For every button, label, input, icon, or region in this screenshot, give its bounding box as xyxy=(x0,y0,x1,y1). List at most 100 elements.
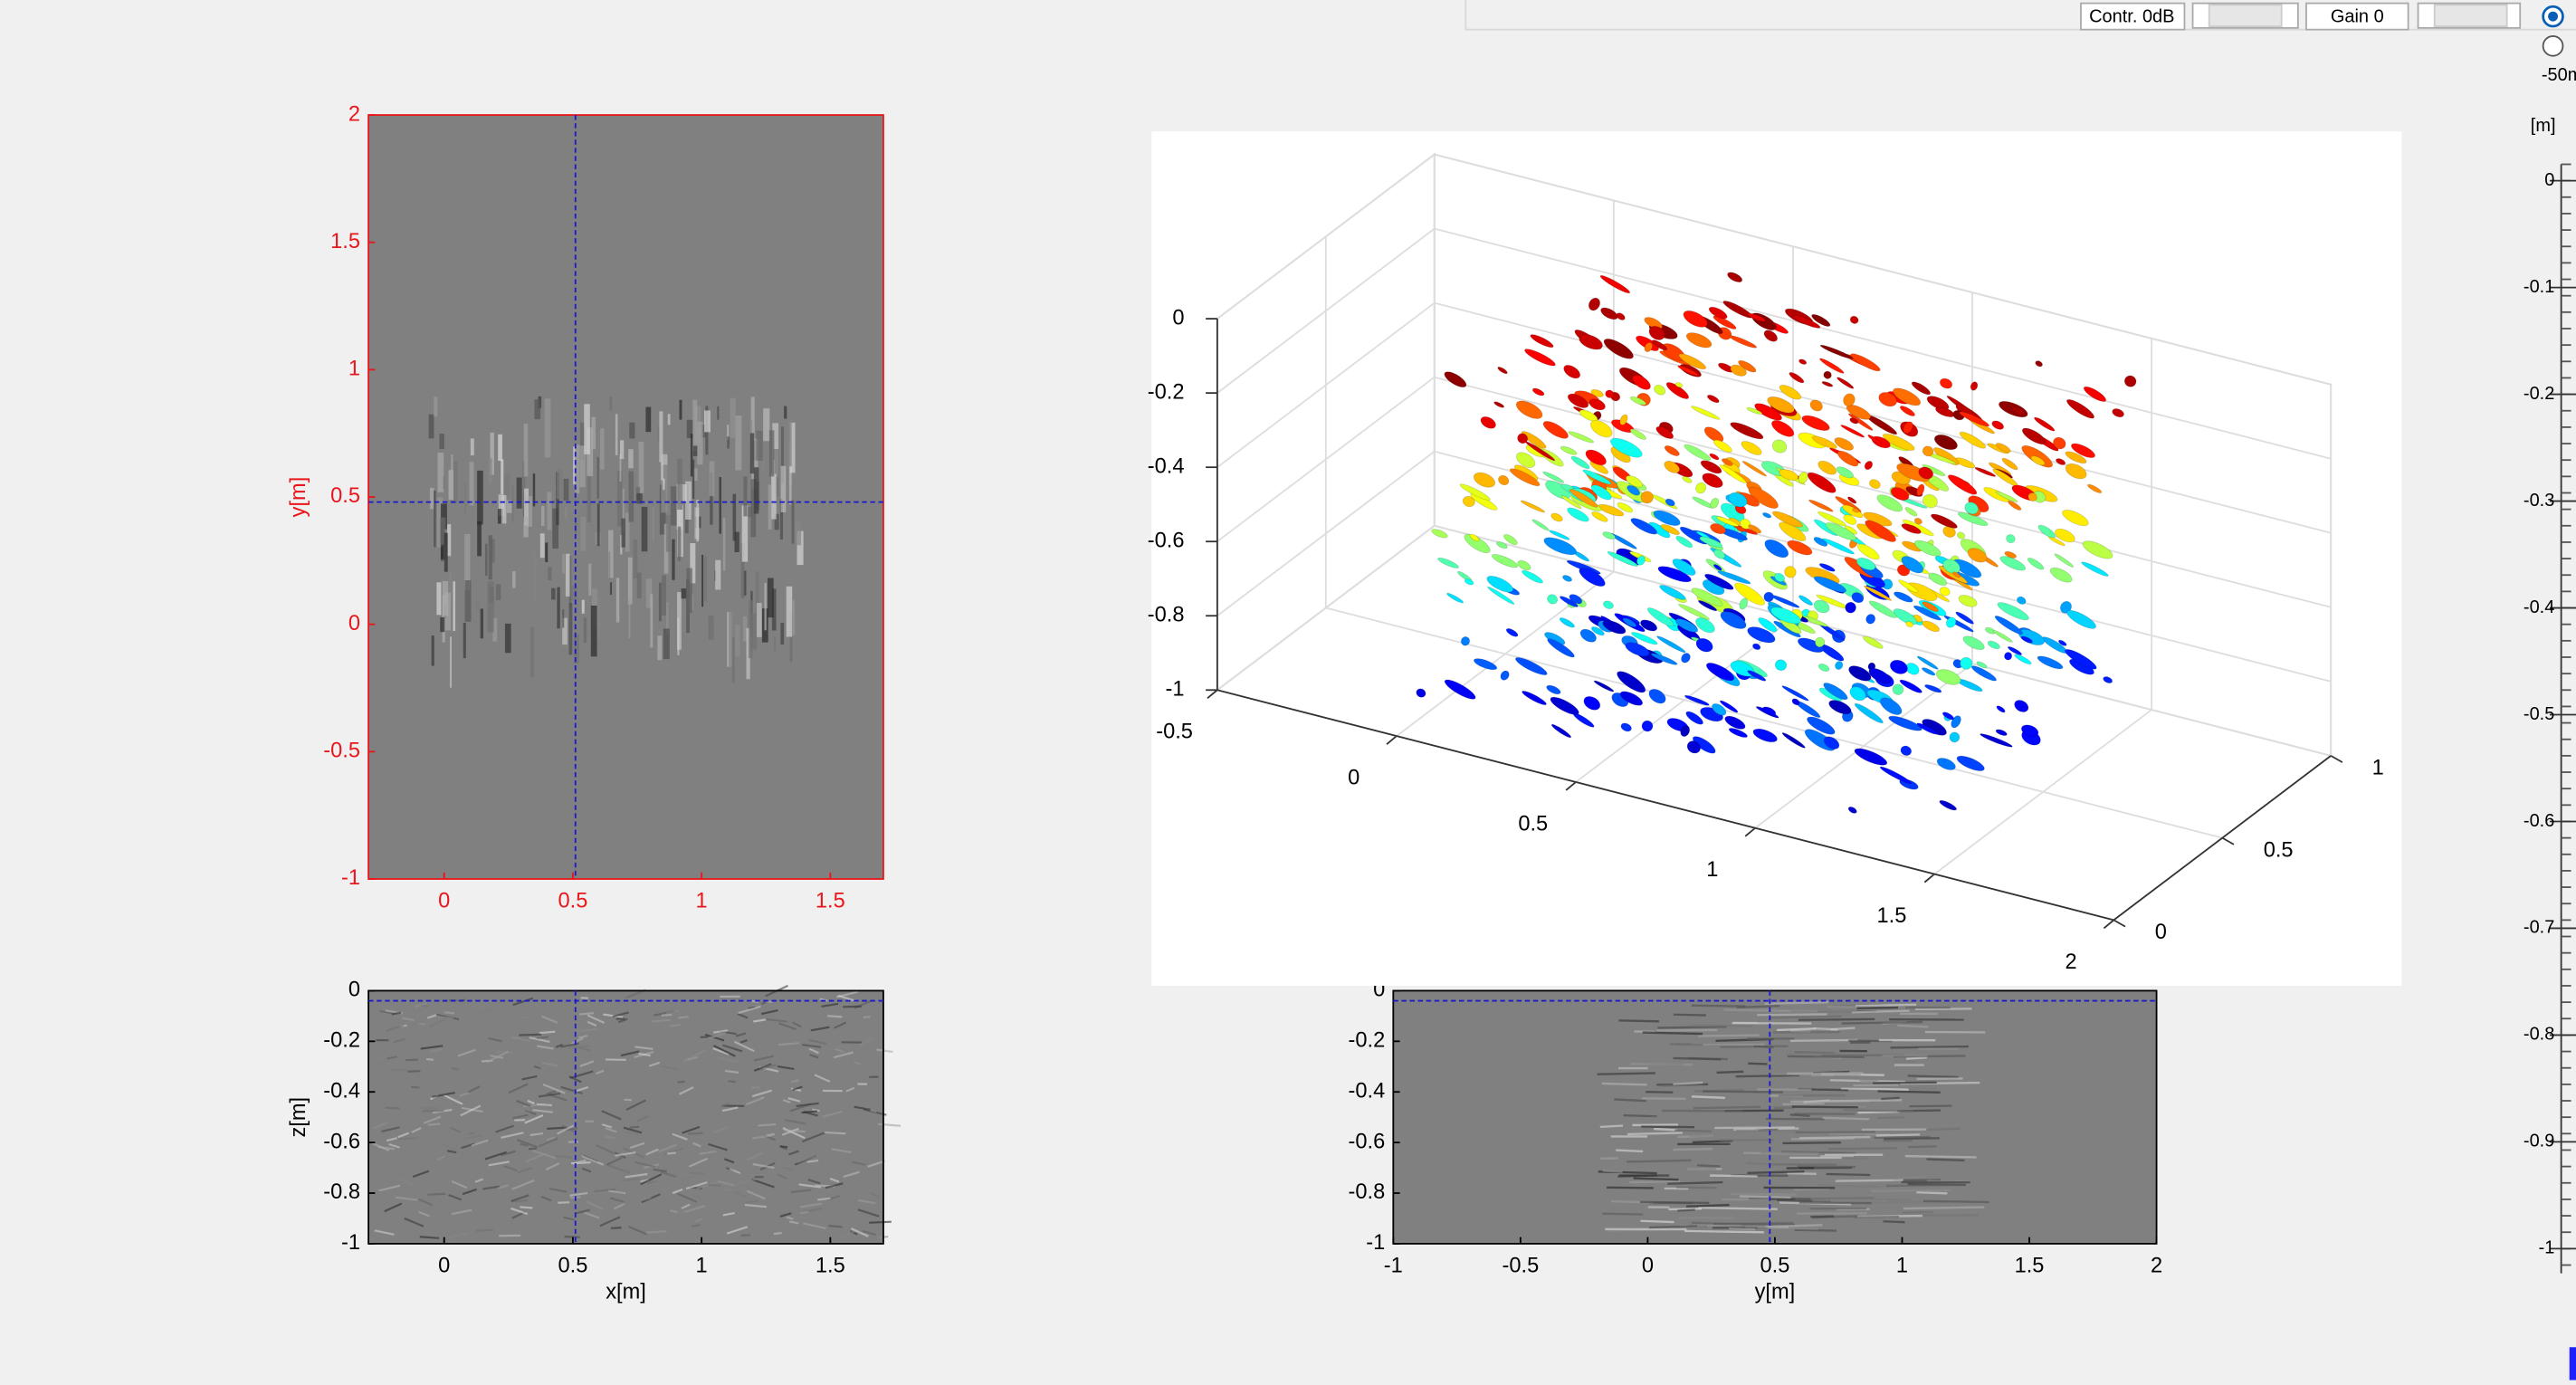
texture-stroke xyxy=(471,1139,489,1147)
isosurface-blob xyxy=(1997,602,2029,621)
isosurface-blob xyxy=(1779,521,1807,542)
isosurface-blob xyxy=(1995,443,2011,454)
texture-stroke xyxy=(713,1126,728,1134)
isosurface-blob xyxy=(1854,702,1884,724)
isosurface-blob xyxy=(1896,463,1931,482)
isosurface-blob xyxy=(2047,536,2066,547)
y-tick-label: -0.4 xyxy=(1349,1079,1386,1103)
grid-line xyxy=(1325,607,2223,839)
isosurface-blob xyxy=(1771,511,1804,528)
texture-stroke xyxy=(807,1179,821,1185)
isosurface-blob xyxy=(1935,669,1961,685)
radio-label: -50m xyxy=(2542,65,2576,85)
isosurface-blob xyxy=(1672,559,1696,576)
isosurface-blob xyxy=(1784,566,1797,578)
depth-tick-label: -0.7 xyxy=(2524,918,2554,938)
texture-stroke xyxy=(488,1036,502,1043)
texture-stroke xyxy=(482,1185,501,1190)
texture-stroke xyxy=(429,1048,443,1053)
texture-stroke xyxy=(669,1023,682,1027)
x-tick-label: 0 xyxy=(438,890,450,913)
isosurface-blob xyxy=(1865,520,1897,543)
isosurface-blob xyxy=(2053,436,2066,450)
isosurface-blob xyxy=(1995,491,2018,503)
texture-stroke xyxy=(850,1227,869,1237)
z-tick-label: -0.6 xyxy=(1148,529,1185,552)
texture-stroke xyxy=(752,1162,775,1170)
x-tick-label: -0.5 xyxy=(1502,1255,1539,1278)
texture-stroke xyxy=(1843,1109,1914,1113)
texture-stroke xyxy=(692,1193,701,1199)
texture-stroke xyxy=(1921,1127,1961,1132)
texture-stroke xyxy=(681,1172,702,1183)
texture-stroke xyxy=(377,1145,395,1151)
texture-stroke xyxy=(814,1074,831,1083)
texture-stroke xyxy=(638,1052,651,1057)
texture-stroke xyxy=(542,1083,566,1094)
contrast-button[interactable] xyxy=(2080,2,2186,31)
isosurface-blob xyxy=(1774,659,1788,672)
texture-stroke xyxy=(808,1053,819,1059)
x-axis-line xyxy=(1216,689,2114,922)
isosurface-blob xyxy=(1939,587,1951,597)
isosurface-blob xyxy=(1762,511,1772,519)
isosurface-blob xyxy=(1746,406,1763,415)
isosurface-blob xyxy=(1531,387,1545,396)
texture-stroke xyxy=(624,1131,639,1135)
isosurface-blob xyxy=(1898,579,1919,594)
texture-stroke xyxy=(854,1105,871,1111)
texture-stroke xyxy=(457,1048,476,1057)
texture-stroke xyxy=(677,1080,685,1084)
texture-stroke xyxy=(614,1001,632,1006)
texture-stroke xyxy=(733,1040,755,1053)
isosurface-blob xyxy=(1464,533,1491,554)
isosurface-blob xyxy=(1936,758,1956,770)
isosurface-blob xyxy=(1798,358,1808,365)
isosurface-blob xyxy=(2086,483,2103,494)
isosurface-blob xyxy=(1560,495,1582,510)
texture-stroke xyxy=(412,1170,430,1179)
gain-button[interactable] xyxy=(2305,2,2409,31)
radio[interactable] xyxy=(2542,35,2564,57)
texture-stroke xyxy=(1798,1201,1872,1205)
isosurface-blob xyxy=(1959,431,1987,449)
texture-stroke xyxy=(517,1166,533,1174)
isosurface-blob xyxy=(1569,594,1583,605)
texture-stroke xyxy=(436,1155,446,1161)
isosurface-blob xyxy=(1702,473,1723,489)
texture-stroke xyxy=(726,1226,749,1235)
texture-stroke xyxy=(867,1160,886,1168)
texture-stroke xyxy=(1676,1186,1717,1189)
texture-stroke xyxy=(837,994,857,1003)
texture-stroke xyxy=(738,995,751,1000)
isosurface-blob xyxy=(1709,453,1720,461)
texture-stroke xyxy=(817,1197,831,1201)
texture-stroke xyxy=(1753,1045,1774,1049)
texture-stroke xyxy=(699,1150,717,1155)
texture-stroke xyxy=(574,1085,589,1093)
isosurface-blob xyxy=(1811,313,1831,327)
isosurface-blob xyxy=(1503,533,1518,546)
depth-tick-label: 0 xyxy=(2544,170,2554,190)
texture-stroke xyxy=(1713,1222,1795,1226)
radio-dot xyxy=(2548,11,2559,22)
isosurface-blob xyxy=(1617,501,1634,513)
texture-stroke xyxy=(833,1051,854,1059)
isosurface-blob xyxy=(2065,648,2097,670)
texture-stroke xyxy=(1660,1084,1697,1087)
isosurface-blob xyxy=(1947,474,1978,495)
texture-stroke xyxy=(1673,1056,1722,1061)
texture-stroke xyxy=(722,1095,730,1099)
texture-stroke xyxy=(549,1188,568,1193)
texture-stroke xyxy=(423,1115,442,1124)
texture-stroke xyxy=(827,1015,843,1018)
texture-stroke xyxy=(745,1199,758,1204)
texture-stroke xyxy=(722,1212,735,1217)
isosurface-blob xyxy=(1542,420,1569,439)
isosurface-blob xyxy=(1517,559,1531,571)
isosurface-blob xyxy=(2082,540,2113,559)
isosurface-blob xyxy=(1967,548,1988,563)
texture-stroke xyxy=(587,1020,597,1027)
texture-stroke xyxy=(1597,1072,1655,1075)
texture-stroke xyxy=(1798,1017,1875,1021)
